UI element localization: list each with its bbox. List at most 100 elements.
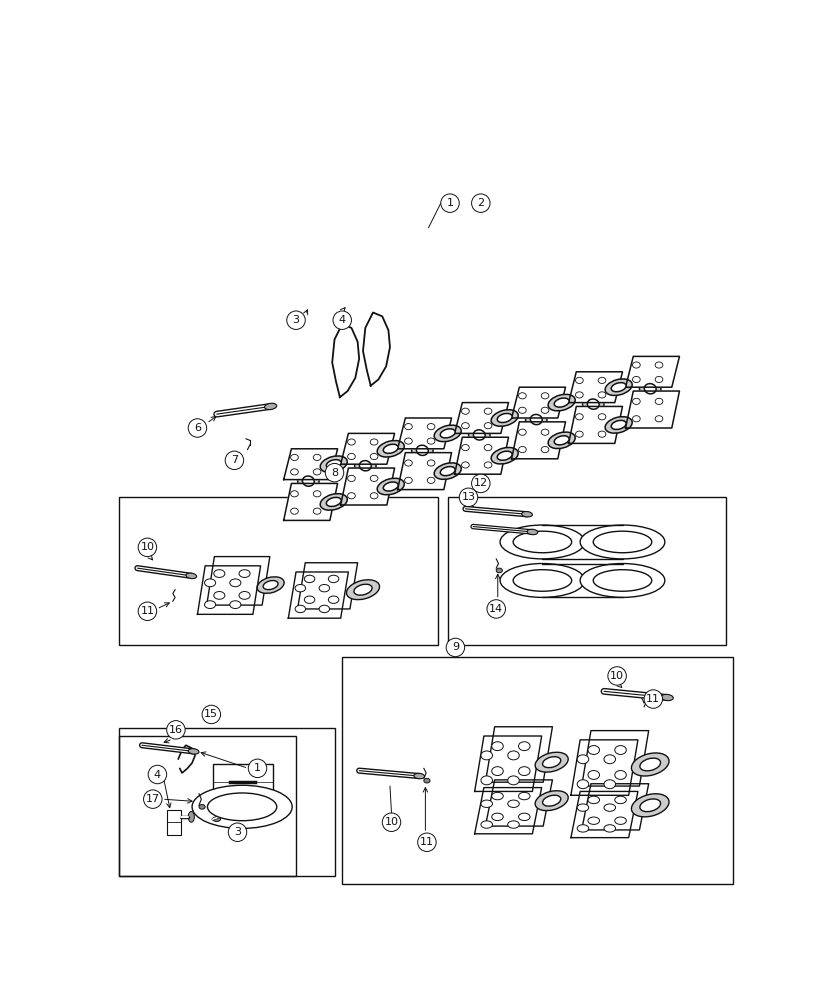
Bar (213, 764, 273, 799)
Ellipse shape (555, 398, 569, 407)
Ellipse shape (522, 512, 532, 517)
Ellipse shape (593, 570, 652, 591)
Polygon shape (625, 356, 680, 387)
Ellipse shape (598, 377, 606, 383)
Ellipse shape (427, 460, 435, 466)
Polygon shape (582, 784, 648, 830)
Circle shape (166, 721, 185, 739)
Ellipse shape (295, 584, 306, 592)
Ellipse shape (321, 456, 347, 472)
Polygon shape (475, 788, 541, 834)
Text: 10: 10 (140, 542, 154, 552)
Text: 11: 11 (646, 694, 660, 704)
Ellipse shape (424, 778, 430, 783)
Ellipse shape (481, 776, 493, 785)
Bar (342, 657, 733, 884)
Circle shape (143, 790, 162, 808)
Ellipse shape (541, 407, 549, 413)
Ellipse shape (518, 792, 530, 800)
Ellipse shape (535, 791, 569, 811)
Ellipse shape (598, 392, 606, 398)
Ellipse shape (492, 792, 503, 800)
Ellipse shape (593, 531, 652, 553)
Bar (119, 728, 335, 876)
Ellipse shape (605, 379, 632, 395)
Circle shape (287, 311, 305, 329)
Ellipse shape (469, 426, 490, 444)
Ellipse shape (427, 424, 435, 430)
Ellipse shape (542, 757, 561, 768)
Ellipse shape (598, 414, 606, 420)
Ellipse shape (604, 780, 616, 789)
Ellipse shape (496, 784, 530, 806)
Ellipse shape (508, 751, 519, 760)
Bar (119, 497, 438, 645)
Ellipse shape (497, 413, 513, 423)
Ellipse shape (291, 469, 298, 475)
Ellipse shape (661, 694, 673, 701)
Text: 7: 7 (231, 455, 238, 465)
Ellipse shape (461, 445, 470, 451)
Ellipse shape (481, 821, 493, 828)
Polygon shape (571, 791, 638, 838)
Ellipse shape (302, 476, 314, 486)
Ellipse shape (611, 383, 626, 392)
Ellipse shape (575, 414, 583, 420)
Ellipse shape (257, 577, 284, 593)
Ellipse shape (199, 805, 205, 809)
Ellipse shape (377, 478, 405, 495)
Bar (166, 810, 180, 835)
Ellipse shape (434, 463, 461, 479)
Ellipse shape (633, 416, 640, 422)
Ellipse shape (492, 742, 503, 751)
Text: 1: 1 (447, 198, 453, 208)
Ellipse shape (346, 580, 380, 600)
Ellipse shape (239, 592, 250, 599)
Ellipse shape (348, 475, 355, 481)
Ellipse shape (416, 445, 428, 455)
Circle shape (333, 311, 352, 329)
Polygon shape (340, 468, 395, 505)
Ellipse shape (518, 429, 527, 435)
Ellipse shape (518, 767, 530, 776)
Ellipse shape (588, 817, 600, 824)
Ellipse shape (213, 592, 225, 599)
Ellipse shape (411, 441, 433, 460)
Ellipse shape (491, 447, 518, 464)
Ellipse shape (377, 441, 405, 457)
Circle shape (228, 823, 246, 841)
Ellipse shape (461, 408, 470, 414)
Ellipse shape (370, 453, 378, 460)
Circle shape (459, 488, 478, 507)
Ellipse shape (615, 796, 626, 804)
Ellipse shape (575, 377, 583, 383)
Ellipse shape (548, 394, 575, 411)
Ellipse shape (639, 379, 661, 398)
Ellipse shape (319, 584, 330, 592)
Ellipse shape (405, 460, 412, 466)
Text: 4: 4 (339, 315, 346, 325)
Text: 12: 12 (474, 478, 488, 488)
Ellipse shape (592, 788, 626, 810)
Polygon shape (571, 740, 638, 795)
Ellipse shape (580, 525, 665, 559)
Circle shape (471, 474, 490, 493)
Circle shape (202, 705, 221, 724)
Ellipse shape (492, 767, 503, 776)
Polygon shape (288, 572, 349, 618)
Polygon shape (485, 727, 552, 782)
Ellipse shape (604, 804, 616, 811)
Ellipse shape (655, 362, 662, 368)
Ellipse shape (588, 771, 600, 779)
Ellipse shape (518, 393, 527, 399)
Ellipse shape (644, 384, 656, 394)
Ellipse shape (230, 601, 241, 609)
Ellipse shape (633, 398, 640, 404)
Ellipse shape (575, 392, 583, 398)
Polygon shape (569, 372, 622, 403)
Ellipse shape (588, 796, 600, 804)
Circle shape (487, 600, 505, 618)
Ellipse shape (208, 793, 277, 821)
Ellipse shape (615, 771, 626, 779)
Ellipse shape (548, 432, 575, 449)
